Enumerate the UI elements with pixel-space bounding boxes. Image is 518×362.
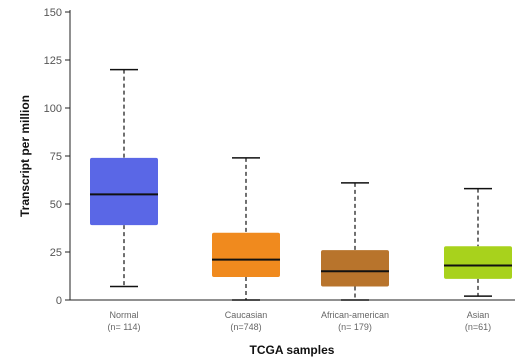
sample-count-label: (n=748): [230, 322, 261, 332]
sample-count-label: (n= 114): [107, 322, 140, 332]
box-normal: [90, 157, 158, 226]
category-label: Asian: [467, 310, 490, 320]
y-tick-label: 100: [44, 103, 62, 115]
box-caucasian: [212, 232, 280, 277]
y-tick-label: 50: [50, 199, 62, 211]
sample-count-label: (n= 179): [338, 322, 372, 332]
y-tick-label: 0: [56, 295, 62, 307]
box-african-american: [321, 250, 389, 287]
category-label: Normal: [109, 310, 138, 320]
y-tick-label: 150: [44, 7, 62, 19]
y-axis-title: Transcript per million: [18, 95, 32, 217]
category-label: African-american: [321, 310, 389, 320]
y-tick-label: 75: [50, 151, 62, 163]
x-axis-title: TCGA samples: [250, 343, 335, 357]
y-tick-label: 25: [50, 247, 62, 259]
box-asian: [444, 246, 512, 279]
y-tick-label: 125: [44, 55, 62, 67]
category-label: Caucasian: [225, 310, 268, 320]
sample-count-label: (n=61): [465, 322, 491, 332]
